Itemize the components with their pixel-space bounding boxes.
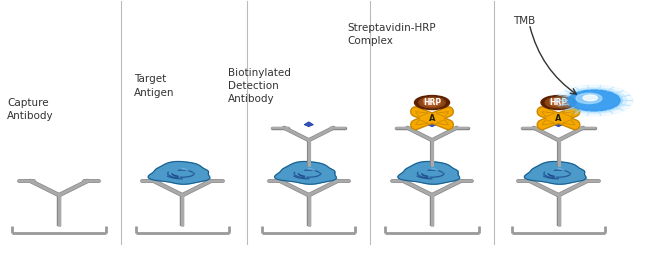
Polygon shape [554,122,563,127]
Text: Streptavidin-HRP
Complex: Streptavidin-HRP Complex [348,23,436,46]
Polygon shape [398,161,460,184]
Circle shape [550,99,567,106]
Polygon shape [525,161,586,184]
Circle shape [419,97,445,108]
Text: Biotinylated
Detection
Antibody: Biotinylated Detection Antibody [227,68,291,104]
Polygon shape [542,112,555,117]
Text: Capture
Antibody: Capture Antibody [7,98,54,121]
Text: HRP: HRP [423,98,441,107]
Circle shape [423,99,441,106]
Circle shape [583,95,597,101]
Text: A: A [555,114,562,123]
Polygon shape [562,120,575,125]
Circle shape [545,97,571,108]
Circle shape [550,99,558,102]
Polygon shape [275,161,336,184]
Polygon shape [428,122,437,127]
Polygon shape [525,161,586,184]
Circle shape [555,85,633,116]
Polygon shape [415,112,428,117]
Circle shape [568,90,620,111]
Polygon shape [148,161,210,184]
Circle shape [415,96,450,109]
Circle shape [554,101,563,104]
Circle shape [576,93,602,103]
Polygon shape [436,112,448,117]
Polygon shape [304,122,313,127]
Circle shape [423,99,432,102]
Text: A: A [429,114,436,123]
Polygon shape [542,120,555,125]
Text: TMB: TMB [513,16,536,26]
Circle shape [428,101,436,104]
Circle shape [541,96,576,109]
Polygon shape [562,112,575,117]
Circle shape [562,88,627,113]
Polygon shape [415,120,428,125]
Text: HRP: HRP [549,98,567,107]
Text: Target
Antigen: Target Antigen [134,74,174,98]
Polygon shape [148,161,210,184]
Polygon shape [436,120,448,125]
Polygon shape [398,161,460,184]
Circle shape [566,89,623,112]
Polygon shape [275,161,336,184]
